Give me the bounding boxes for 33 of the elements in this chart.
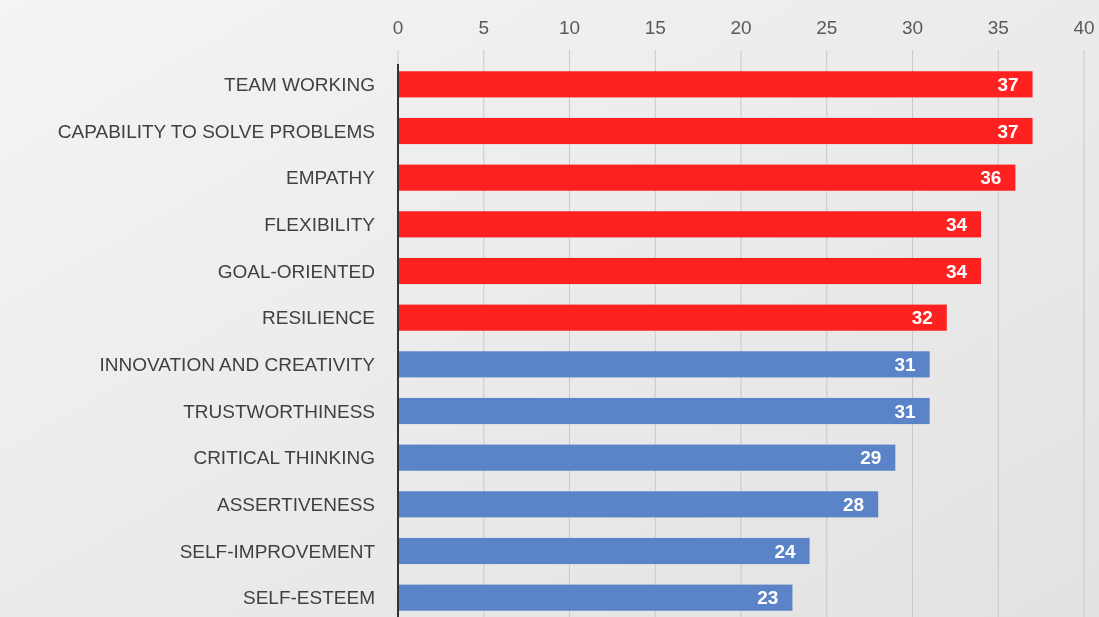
data-label: 31 [894, 400, 917, 422]
data-label: 32 [911, 307, 933, 329]
data-label: 36 [980, 167, 1002, 189]
x-tick-label: 0 [392, 17, 404, 38]
y-tick-label: FLEXIBILITY [264, 213, 376, 235]
data-label: 37 [997, 120, 1019, 142]
data-label: 28 [843, 493, 865, 515]
x-tick-label: 10 [558, 17, 581, 38]
data-label: 29 [860, 447, 882, 469]
y-tick-label: INNOVATION AND CREATIVITY [99, 353, 376, 375]
y-tick-label: SELF-IMPROVEMENT [179, 540, 376, 562]
data-label: 23 [757, 587, 779, 609]
y-tick-label: RESILIENCE [262, 307, 375, 329]
y-tick-label: CRITICAL THINKING [193, 447, 375, 469]
data-label: 34 [945, 213, 968, 235]
y-tick-label: TRUSTWORTHINESS [183, 400, 375, 422]
data-label: 31 [894, 353, 917, 375]
y-tick-label: SELF-ESTEEM [243, 587, 375, 609]
data-label: 34 [945, 260, 968, 282]
x-tick-label: 30 [901, 17, 924, 38]
x-tick-label: 5 [478, 17, 490, 38]
x-tick-label: 25 [816, 17, 838, 38]
y-tick-label: TEAM WORKING [224, 73, 375, 95]
x-tick-label: 40 [1073, 17, 1095, 38]
data-label: 37 [997, 73, 1019, 95]
x-tick-label: 35 [987, 17, 1009, 38]
y-tick-label: GOAL-ORIENTED [217, 260, 375, 282]
x-tick-label: 15 [644, 17, 666, 38]
y-tick-label: CAPABILITY TO SOLVE PROBLEMS [57, 120, 375, 142]
data-label: 24 [774, 540, 797, 562]
y-tick-label: EMPATHY [285, 167, 376, 189]
x-tick-label: 20 [730, 17, 752, 38]
y-tick-label: ASSERTIVENESS [216, 493, 375, 515]
